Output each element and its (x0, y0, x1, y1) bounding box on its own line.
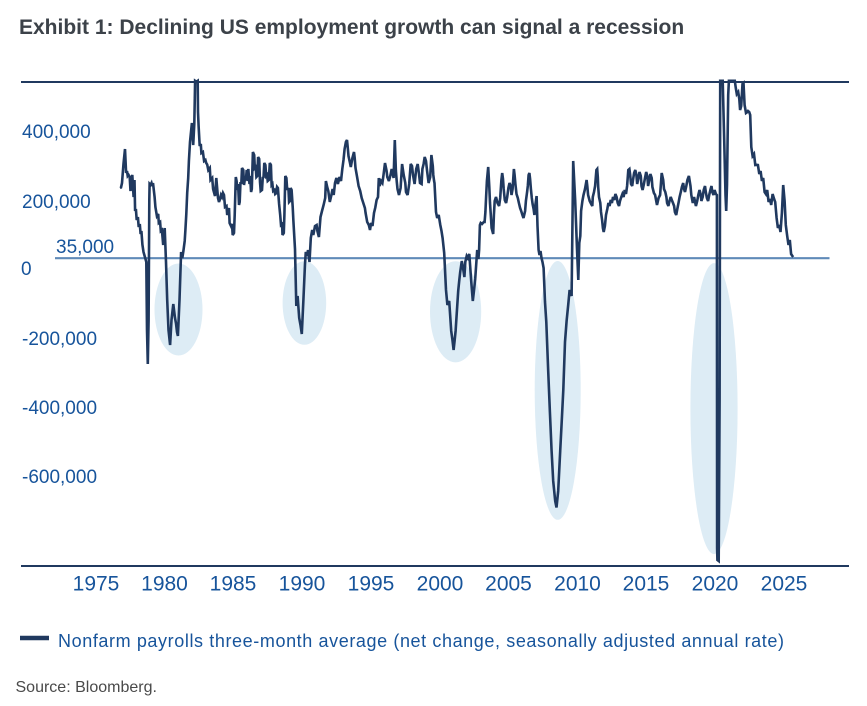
svg-text:1985: 1985 (210, 573, 257, 596)
svg-text:200,000: 200,000 (22, 192, 91, 213)
svg-text:2000: 2000 (417, 573, 464, 596)
svg-text:-400,000: -400,000 (22, 398, 97, 419)
svg-text:400,000: 400,000 (22, 122, 91, 143)
svg-text:Source: Bloomberg.: Source: Bloomberg. (16, 679, 157, 696)
svg-text:2020: 2020 (692, 573, 739, 596)
svg-text:0: 0 (21, 259, 32, 280)
svg-text:2025: 2025 (761, 573, 808, 596)
svg-text:2005: 2005 (485, 573, 532, 596)
svg-text:1975: 1975 (73, 573, 120, 596)
svg-text:Nonfarm payrolls three-month a: Nonfarm payrolls three-month average (ne… (58, 631, 785, 651)
svg-text:1980: 1980 (141, 573, 188, 596)
svg-text:2015: 2015 (623, 573, 670, 596)
svg-text:-600,000: -600,000 (22, 467, 97, 488)
svg-text:Exhibit 1: Declining US employ: Exhibit 1: Declining US employment growt… (19, 16, 684, 39)
svg-text:1995: 1995 (348, 573, 395, 596)
svg-text:1990: 1990 (279, 573, 326, 596)
svg-text:-200,000: -200,000 (22, 329, 97, 350)
svg-text:35,000: 35,000 (56, 237, 114, 258)
svg-text:2010: 2010 (554, 573, 601, 596)
